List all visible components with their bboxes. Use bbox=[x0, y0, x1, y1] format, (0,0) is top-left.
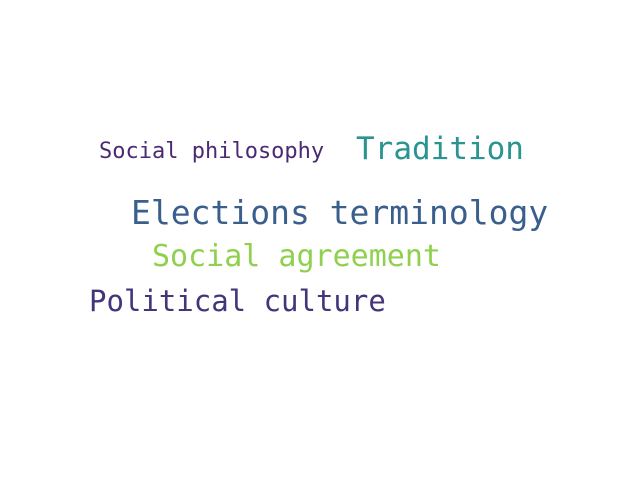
word-social-philosophy: Social philosophy bbox=[99, 139, 325, 164]
word-political-culture: Political culture bbox=[89, 284, 386, 318]
word-social-agreement: Social agreement bbox=[152, 239, 441, 274]
word-elections-terminology: Elections terminology bbox=[131, 193, 549, 232]
word-tradition: Tradition bbox=[356, 131, 524, 167]
